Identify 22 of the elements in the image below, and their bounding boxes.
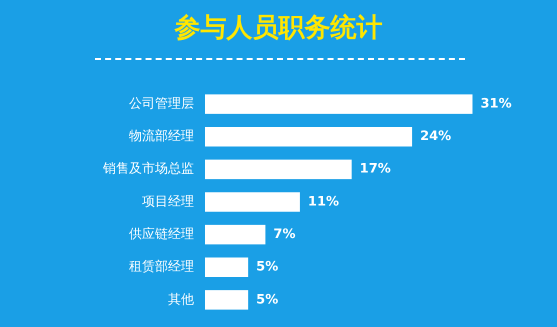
data-label: 24% (420, 129, 452, 144)
bar (205, 257, 248, 278)
y-tick-label: 供应链经理 (129, 226, 194, 242)
data-label: 11% (308, 194, 340, 210)
y-tick-label: 其他 (168, 292, 194, 308)
bar (205, 192, 300, 212)
bar (205, 290, 248, 310)
y-tick-label: 物流部经理 (129, 128, 194, 144)
y-tick-label: 租赁部经理 (129, 260, 194, 275)
chart-title: 参与人员职务统计 (173, 12, 384, 45)
data-label: 31% (480, 96, 512, 112)
y-tick-label: 项目经理 (142, 194, 194, 210)
data-label: 5% (256, 292, 278, 308)
y-tick-label: 公司管理层 (129, 96, 194, 112)
bar (205, 94, 472, 114)
data-label: 7% (273, 227, 296, 242)
bar (205, 160, 352, 180)
data-label: 17% (360, 162, 391, 177)
data-label: 5% (256, 260, 278, 275)
bar (205, 126, 412, 147)
bar (205, 224, 266, 244)
y-tick-label: 销售及市场总监 (102, 162, 194, 177)
